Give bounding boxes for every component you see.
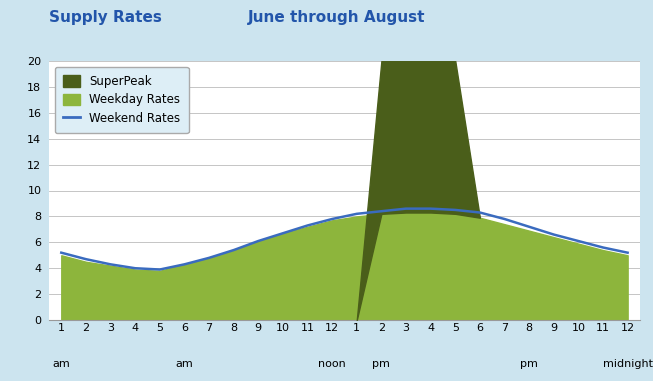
Text: Supply Rates: Supply Rates (49, 10, 162, 25)
Text: pm: pm (372, 359, 390, 369)
Text: noon: noon (318, 359, 346, 369)
Text: am: am (176, 359, 193, 369)
Text: midnight: midnight (603, 359, 652, 369)
Text: am: am (52, 359, 70, 369)
Text: June through August: June through August (248, 10, 426, 25)
Legend: SuperPeak, Weekday Rates, Weekend Rates: SuperPeak, Weekday Rates, Weekend Rates (55, 67, 189, 133)
Text: pm: pm (520, 359, 538, 369)
